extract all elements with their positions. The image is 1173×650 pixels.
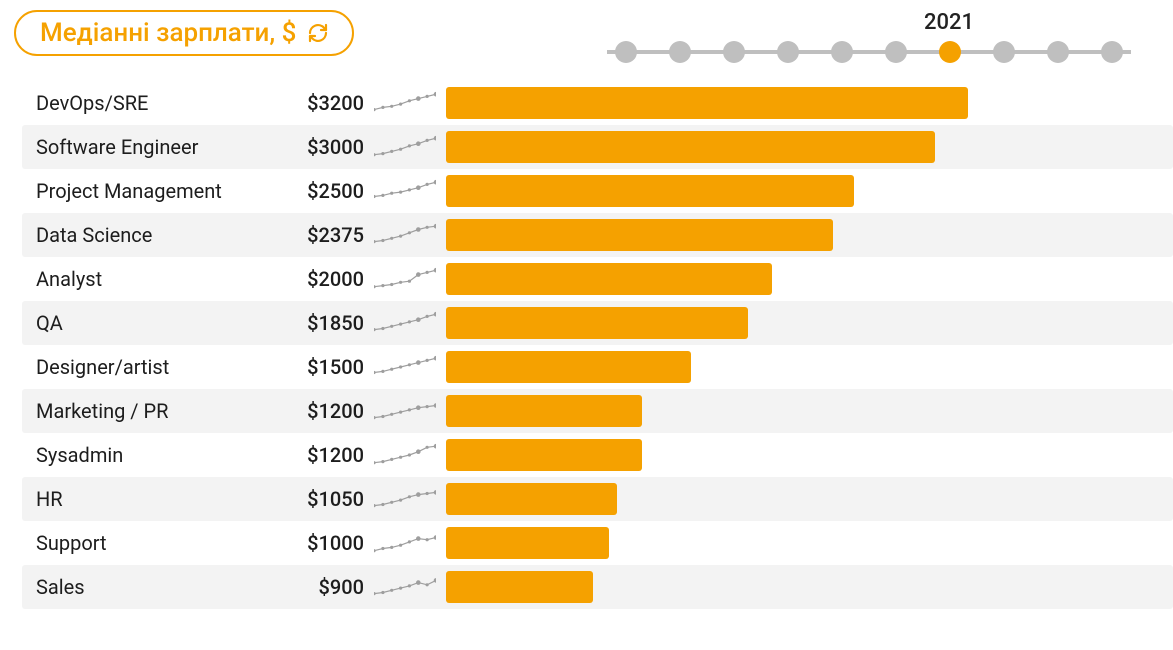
salary-bar <box>446 87 968 119</box>
role-label: DevOps/SRE <box>22 91 292 115</box>
salary-row: Support$1000 <box>22 521 1173 565</box>
role-label: QA <box>22 311 292 335</box>
sparkline-icon <box>374 266 436 292</box>
timeline-dot[interactable] <box>831 41 853 63</box>
role-label: Analyst <box>22 267 292 291</box>
salary-row: DevOps/SRE$3200 <box>22 81 1173 125</box>
timeline-dot[interactable] <box>939 41 961 63</box>
bar-track <box>446 527 1163 559</box>
role-label: Support <box>22 531 292 555</box>
salary-value: $3200 <box>292 91 368 115</box>
salary-row: Marketing / PR$1200 <box>22 389 1173 433</box>
salary-value: $2000 <box>292 267 368 291</box>
salary-bar <box>446 483 617 515</box>
pill-label: Медіанні зарплати, $ <box>40 18 296 48</box>
salary-value: $3000 <box>292 135 368 159</box>
bar-track <box>446 175 1163 207</box>
bar-track <box>446 395 1163 427</box>
salary-value: $1850 <box>292 311 368 335</box>
timeline-dot[interactable] <box>1101 41 1123 63</box>
salary-value: $1050 <box>292 487 368 511</box>
salary-row: Designer/artist$1500 <box>22 345 1173 389</box>
salary-bar <box>446 131 935 163</box>
bar-track <box>446 263 1163 295</box>
sparkline-icon <box>374 222 436 248</box>
salary-row: Data Science$2375 <box>22 213 1173 257</box>
salary-rows: DevOps/SRE$3200 Software Engineer$3000 P… <box>0 81 1173 609</box>
salary-bar <box>446 439 642 471</box>
salary-value: $1500 <box>292 355 368 379</box>
bar-track <box>446 307 1163 339</box>
salary-bar <box>446 219 833 251</box>
timeline-dot[interactable] <box>615 41 637 63</box>
role-label: HR <box>22 487 292 511</box>
salary-bar <box>446 307 748 339</box>
salary-row: Sysadmin$1200 <box>22 433 1173 477</box>
salary-bar <box>446 527 609 559</box>
role-label: Sales <box>22 575 292 599</box>
bar-track <box>446 351 1163 383</box>
bar-track <box>446 131 1163 163</box>
sparkline-icon <box>374 574 436 600</box>
bar-track <box>446 483 1163 515</box>
timeline-dot[interactable] <box>669 41 691 63</box>
salary-bar <box>446 263 772 295</box>
salary-bar <box>446 351 691 383</box>
salary-value: $2500 <box>292 179 368 203</box>
sparkline-icon <box>374 354 436 380</box>
salary-value: $1000 <box>292 531 368 555</box>
role-label: Marketing / PR <box>22 399 292 423</box>
salary-row: Analyst$2000 <box>22 257 1173 301</box>
bar-track <box>446 87 1163 119</box>
salary-row: Software Engineer$3000 <box>22 125 1173 169</box>
sparkline-icon <box>374 486 436 512</box>
salary-value: $900 <box>292 575 368 599</box>
sparkline-icon <box>374 442 436 468</box>
bar-track <box>446 439 1163 471</box>
year-timeline: 2021 <box>597 10 1159 63</box>
bar-track <box>446 571 1163 603</box>
salary-row: Sales$900 <box>22 565 1173 609</box>
salary-bar <box>446 571 593 603</box>
bar-track <box>446 219 1163 251</box>
role-label: Designer/artist <box>22 355 292 379</box>
sparkline-icon <box>374 310 436 336</box>
salary-value: $1200 <box>292 443 368 467</box>
salary-bar <box>446 395 642 427</box>
sparkline-icon <box>374 178 436 204</box>
salary-chart-page: Медіанні зарплати, $ 2021 DevOps/SRE$320… <box>0 0 1173 650</box>
salary-value: $1200 <box>292 399 368 423</box>
median-salary-pill[interactable]: Медіанні зарплати, $ <box>14 10 354 56</box>
role-label: Sysadmin <box>22 443 292 467</box>
role-label: Project Management <box>22 179 292 203</box>
timeline-dot[interactable] <box>723 41 745 63</box>
timeline-dot[interactable] <box>1047 41 1069 63</box>
timeline-dot[interactable] <box>777 41 799 63</box>
sparkline-icon <box>374 530 436 556</box>
sparkline-icon <box>374 398 436 424</box>
timeline-dot[interactable] <box>885 41 907 63</box>
sparkline-icon <box>374 90 436 116</box>
role-label: Software Engineer <box>22 135 292 159</box>
refresh-icon[interactable] <box>306 21 330 45</box>
sparkline-icon <box>374 134 436 160</box>
salary-row: HR$1050 <box>22 477 1173 521</box>
timeline-year-label: 2021 <box>924 10 974 35</box>
role-label: Data Science <box>22 223 292 247</box>
salary-row: Project Management$2500 <box>22 169 1173 213</box>
salary-bar <box>446 175 854 207</box>
salary-row: QA$1850 <box>22 301 1173 345</box>
timeline-dots <box>597 41 1141 63</box>
header: Медіанні зарплати, $ 2021 <box>0 10 1173 81</box>
salary-value: $2375 <box>292 223 368 247</box>
timeline-dot[interactable] <box>993 41 1015 63</box>
